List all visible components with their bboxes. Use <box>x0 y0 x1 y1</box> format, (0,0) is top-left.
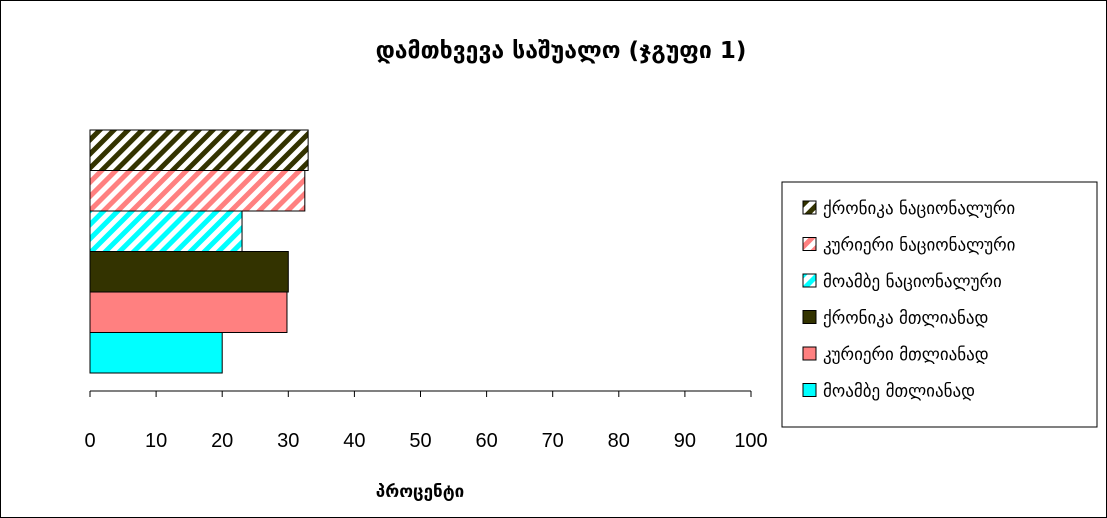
legend-swatch <box>802 237 817 251</box>
x-tick-label: 10 <box>145 430 167 452</box>
x-axis-label: პროცენტი <box>376 482 464 502</box>
legend-label: ქრონიკა მთლიანად <box>823 309 988 329</box>
bar-6 <box>89 332 223 374</box>
bar-4 <box>89 251 289 293</box>
legend-swatch <box>802 346 817 361</box>
legend-swatch <box>802 310 817 324</box>
x-tick-label: 70 <box>542 430 564 452</box>
bars-group <box>89 129 309 374</box>
x-tick-label: 50 <box>409 430 431 452</box>
x-ticks-group: 0 10 20 30 40 50 60 70 80 90 100 <box>84 391 768 452</box>
legend-swatch <box>802 273 817 288</box>
bar-5 <box>89 291 288 333</box>
legend-label: მოამბე ნაციონალური <box>823 272 1002 292</box>
legend-swatch <box>802 200 817 215</box>
legend-label: მოამბე მთლიანად <box>823 382 975 402</box>
bar-1 <box>89 129 309 171</box>
legend-label: ქრონიკა ნაციონალური <box>823 199 1015 219</box>
legend-box <box>781 181 1098 428</box>
x-tick-label: 100 <box>734 430 767 452</box>
legend-swatch <box>802 383 817 397</box>
x-tick-label: 20 <box>211 430 233 452</box>
legend-label: კურიერი ნაციონალური <box>823 236 1015 256</box>
x-tick-label: 40 <box>343 430 365 452</box>
legend: ქრონიკა ნაციონალური კურიერი ნაციონალური მო… <box>802 199 1015 402</box>
x-tick-label: 60 <box>475 430 497 452</box>
x-tick-label: 0 <box>84 430 95 452</box>
bar-2 <box>89 170 306 212</box>
x-tick-label: 90 <box>674 430 696 452</box>
legend-label: კურიერი მთლიანად <box>823 345 989 365</box>
chart-title: დამთხვევა საშუალო (ჯგუფი 1) <box>376 38 747 64</box>
x-tick-label: 30 <box>277 430 299 452</box>
x-tick-label: 80 <box>608 430 630 452</box>
bar-3 <box>89 210 243 252</box>
